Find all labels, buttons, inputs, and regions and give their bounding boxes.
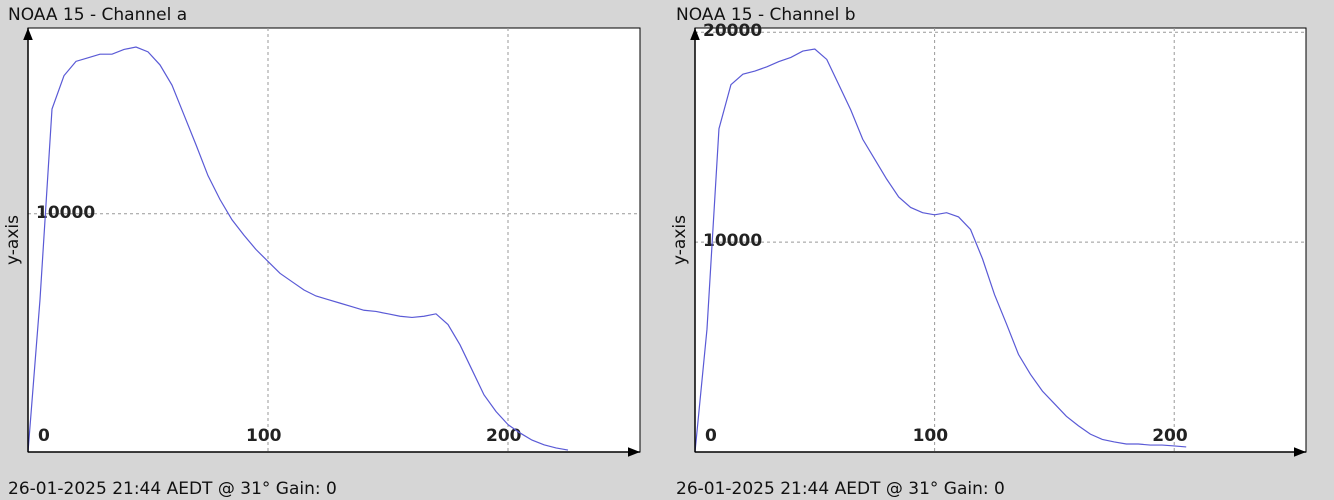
- x-tick-label: 0: [705, 426, 717, 446]
- x-tick-label: 100: [246, 426, 282, 446]
- x-tick-label: 100: [913, 426, 949, 446]
- data-line: [27, 46, 569, 453]
- y-tick-label: 10000: [703, 231, 762, 251]
- status-text: 26-01-2025 21:44 AEDT @ 31° Gain: 0: [8, 479, 337, 499]
- status-bar: 26-01-2025 21:44 AEDT @ 31° Gain: 0: [8, 479, 337, 499]
- x-tick-label: 200: [1152, 426, 1188, 446]
- x-tick-label: 200: [486, 426, 522, 446]
- status-text: 26-01-2025 21:44 AEDT @ 31° Gain: 0: [676, 479, 1005, 499]
- plot-area: [27, 27, 641, 453]
- data-line: [694, 48, 1187, 453]
- y-axis-label: y-axis: [3, 215, 23, 265]
- y-tick-label: 10000: [36, 203, 95, 223]
- y-axis-label: y-axis: [670, 215, 690, 265]
- y-tick-label: 20000: [703, 21, 762, 41]
- status-bar: 26-01-2025 21:44 AEDT @ 31° Gain: 0: [676, 479, 1005, 499]
- x-tick-label: 0: [38, 426, 50, 446]
- plot-area: [694, 27, 1307, 453]
- panel-title: NOAA 15 - Channel a: [8, 5, 187, 25]
- panel-title: NOAA 15 - Channel b: [676, 5, 856, 25]
